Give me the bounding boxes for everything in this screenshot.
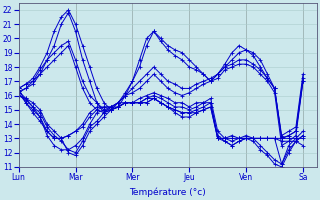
X-axis label: Température (°c): Température (°c) bbox=[130, 188, 206, 197]
